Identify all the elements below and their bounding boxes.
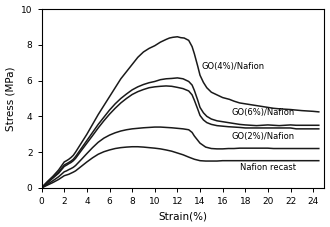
Text: GO(2%)/Nafion: GO(2%)/Nafion <box>232 132 295 141</box>
Text: GO(6%)/Nafion: GO(6%)/Nafion <box>232 108 295 117</box>
Text: GO(4%)/Nafion: GO(4%)/Nafion <box>201 62 264 71</box>
X-axis label: Strain(%): Strain(%) <box>158 211 208 222</box>
Y-axis label: Stress (MPa): Stress (MPa) <box>6 66 16 131</box>
Text: Nafion recast: Nafion recast <box>240 163 296 172</box>
